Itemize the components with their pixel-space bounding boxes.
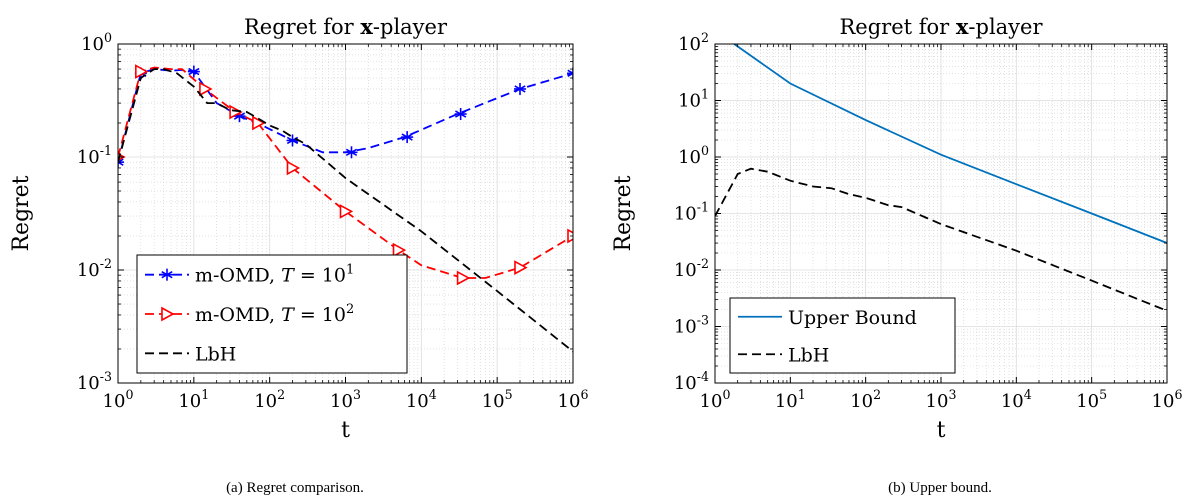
y-tick-label: 100 bbox=[81, 30, 112, 55]
series-line-2 bbox=[715, 167, 1167, 312]
x-tick-label: 101 bbox=[775, 387, 806, 412]
x-tick-label: 100 bbox=[700, 387, 731, 412]
legend: Upper Bound LbH bbox=[729, 297, 956, 374]
y-tick-label: 100 bbox=[678, 143, 709, 168]
chart-panel-a: 100 101 102 103 104 105 106 10-3 10-2 10-1 100 Regr… bbox=[9, 14, 588, 443]
x-tick-label: 105 bbox=[482, 387, 513, 412]
y-tick-label: 10-2 bbox=[77, 256, 112, 281]
data-point bbox=[567, 67, 573, 80]
x-tick-label: 103 bbox=[330, 387, 361, 412]
data-point bbox=[199, 81, 213, 97]
y-tick-label: 101 bbox=[678, 86, 709, 111]
data-point bbox=[401, 131, 414, 144]
data-point bbox=[286, 134, 299, 147]
data-point bbox=[456, 270, 471, 286]
y-tick-label: 10-2 bbox=[674, 256, 709, 281]
legend-box bbox=[729, 297, 956, 374]
data-point bbox=[454, 108, 467, 121]
x-tick-label: 104 bbox=[406, 387, 437, 412]
legend-label: LbH bbox=[195, 343, 236, 365]
x-tick-label: 100 bbox=[103, 387, 134, 412]
x-tick-label: 103 bbox=[926, 387, 957, 412]
data-point bbox=[229, 104, 243, 120]
data-point bbox=[345, 146, 358, 159]
data-point bbox=[252, 115, 266, 131]
y-tick-label: 10-1 bbox=[77, 143, 112, 168]
chart-title: Regret for x-player bbox=[839, 14, 1043, 39]
legend-label: Upper Bound bbox=[788, 307, 917, 329]
x-axis-label: t bbox=[937, 418, 946, 443]
x-tick-label: 102 bbox=[850, 387, 881, 412]
ticks: 100 101 102 103 104 105 106 10-4 10-3 10-2 10-1 100… bbox=[674, 30, 1183, 412]
y-tick-label: 10-1 bbox=[674, 199, 709, 224]
series-group bbox=[715, 43, 1167, 312]
x-tick-label: 101 bbox=[178, 387, 209, 412]
caption-b: (b) Upper bound. bbox=[888, 480, 992, 496]
x-tick-label: 106 bbox=[1152, 387, 1183, 412]
x-tick-label: 102 bbox=[254, 387, 285, 412]
y-axis-label: Regret bbox=[611, 175, 636, 251]
data-point bbox=[514, 260, 528, 275]
chart-panel-b: 100 101 102 103 104 105 106 10-4 10-3 10-2 10-1 100… bbox=[611, 14, 1182, 443]
data-point bbox=[286, 160, 301, 176]
y-tick-label: 102 bbox=[678, 30, 709, 55]
y-tick-label: 10-3 bbox=[674, 312, 709, 337]
data-point bbox=[187, 65, 200, 78]
chart-title: Regret for x-player bbox=[244, 14, 448, 39]
data-point bbox=[118, 156, 124, 169]
data-point bbox=[513, 82, 526, 95]
x-tick-label: 106 bbox=[558, 387, 589, 412]
data-point bbox=[339, 204, 354, 219]
x-tick-label: 104 bbox=[1001, 387, 1032, 412]
legend-label: LbH bbox=[788, 344, 829, 366]
y-tick-label: 10-4 bbox=[674, 369, 709, 394]
legend: m-OMD, T = 101 m-OMD, T = 102 LbH bbox=[136, 254, 408, 374]
data-point bbox=[135, 64, 149, 79]
series-group bbox=[118, 64, 573, 353]
y-tick-label: 10-3 bbox=[77, 369, 112, 394]
data-point bbox=[392, 242, 407, 258]
x-tick-label: 105 bbox=[1076, 387, 1107, 412]
caption-a: (a) Regret comparison. bbox=[226, 480, 364, 496]
x-axis-label: t bbox=[341, 418, 350, 443]
series-line-3 bbox=[118, 68, 573, 353]
series-line-1 bbox=[733, 43, 1167, 244]
y-axis-label: Regret bbox=[9, 175, 34, 251]
ticks: 100 101 102 103 104 105 106 10-3 10-2 10-1 100 bbox=[77, 30, 589, 412]
legend-label: m-OMD, T = 101 bbox=[195, 263, 354, 287]
series-line-2 bbox=[118, 66, 573, 279]
legend-label: m-OMD, T = 102 bbox=[195, 302, 354, 326]
legend-marker bbox=[161, 306, 175, 322]
